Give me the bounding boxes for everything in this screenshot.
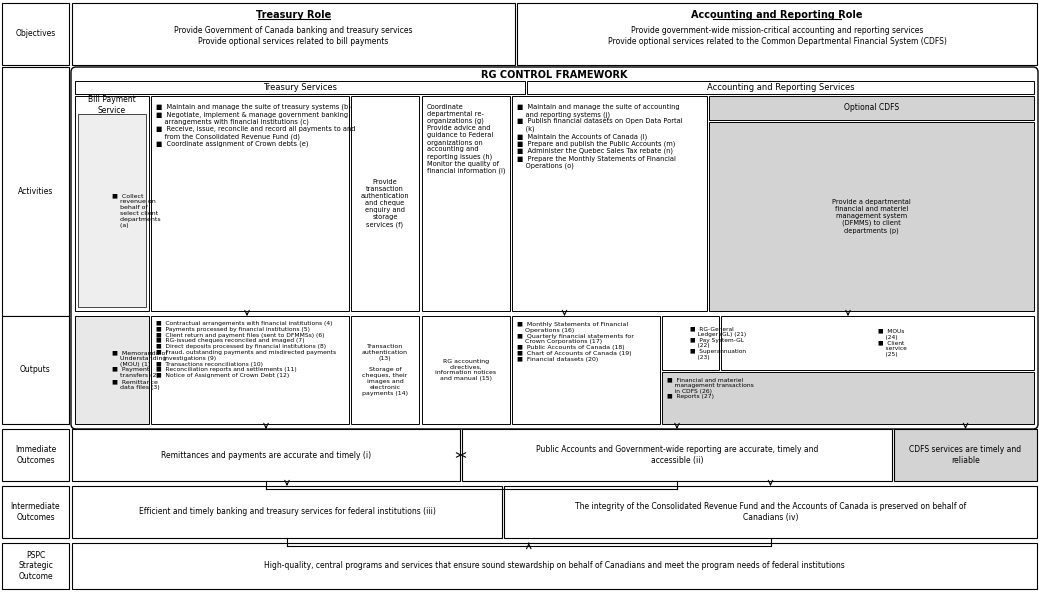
Text: Accounting and Reporting Role: Accounting and Reporting Role — [691, 10, 862, 20]
Bar — [78, 114, 146, 307]
Bar — [462, 429, 893, 481]
Text: ■  Financial and materiel
    management transactions
    in CDFS (26)
■  Report: ■ Financial and materiel management tran… — [667, 377, 753, 400]
Text: Treasury Services: Treasury Services — [263, 83, 337, 92]
Text: Transaction
authentication
(13)

Storage of
cheques, their
images and
electronic: Transaction authentication (13) Storage … — [362, 345, 408, 395]
Bar — [72, 486, 502, 538]
Bar — [2, 67, 69, 316]
Text: ■  Memoranda of
    Understanding
    (MOU) (1)
■  Payment
    transfers (2)
■  : ■ Memoranda of Understanding (MOU) (1) ■… — [112, 350, 167, 390]
Text: Treasury Role: Treasury Role — [256, 10, 331, 20]
Bar — [2, 486, 69, 538]
Bar — [527, 81, 1034, 94]
Text: Provide
transaction
authentication
and cheque
enquiry and
storage
services (f): Provide transaction authentication and c… — [361, 179, 409, 228]
Text: RG accounting
directives,
information notices
and manual (15): RG accounting directives, information no… — [435, 359, 497, 381]
Text: ■  RG-General
    Ledger (GL) (21)
■  Pay System-GL
    (22)
■  Superannuation
 : ■ RG-General Ledger (GL) (21) ■ Pay Syst… — [691, 326, 747, 360]
Text: ■  MOUs
    (24)
■  Client
    service
    (25): ■ MOUs (24) ■ Client service (25) — [878, 329, 906, 357]
Text: ■  Maintain and manage the suite of treasury systems (b)
■  Negotiate, implement: ■ Maintain and manage the suite of treas… — [156, 104, 355, 147]
Text: Activities: Activities — [18, 187, 53, 196]
Bar — [75, 81, 525, 94]
Bar — [75, 316, 149, 424]
Text: ■  Contractual arrangements with financial institutions (4)
■  Payments processe: ■ Contractual arrangements with financia… — [156, 321, 337, 378]
Text: High-quality, central programs and services that ensure sound stewardship on beh: High-quality, central programs and servi… — [264, 561, 845, 571]
Text: ■  Monthly Statements of Financial
    Operations (16)
■  Quarterly financial st: ■ Monthly Statements of Financial Operat… — [517, 322, 634, 362]
Bar — [894, 429, 1037, 481]
Bar — [2, 3, 69, 65]
Bar — [512, 316, 660, 424]
Text: Coordinate
departmental re-
organizations (g)
Provide advice and
guidance to Fed: Coordinate departmental re- organization… — [427, 104, 506, 175]
Text: Accounting and Reporting Services: Accounting and Reporting Services — [707, 83, 854, 92]
Text: Provide a departmental
financial and materiel
management system
(DFMMS) to clien: Provide a departmental financial and mat… — [832, 199, 911, 234]
Text: Immediate
Outcomes: Immediate Outcomes — [15, 445, 56, 465]
Bar — [2, 429, 69, 481]
Bar — [662, 316, 719, 370]
Text: RG CONTROL FRAMEWORK: RG CONTROL FRAMEWORK — [481, 70, 628, 80]
Text: Remittances and payments are accurate and timely (i): Remittances and payments are accurate an… — [161, 451, 371, 459]
Bar — [72, 429, 460, 481]
Text: ■  Collect
    revenue on
    behalf of
    select client
    departments
    (a: ■ Collect revenue on behalf of select cl… — [112, 194, 161, 227]
Bar — [504, 486, 1037, 538]
Bar — [721, 316, 1034, 370]
Bar — [2, 316, 69, 424]
Bar — [422, 316, 510, 424]
Bar — [709, 96, 1034, 120]
Bar — [517, 3, 1037, 65]
Bar — [75, 96, 149, 311]
Bar — [351, 316, 419, 424]
Bar — [662, 372, 1034, 424]
Text: Provide government-wide mission-critical accounting and reporting services
Provi: Provide government-wide mission-critical… — [608, 26, 947, 46]
Bar — [2, 543, 69, 589]
Bar — [512, 96, 707, 311]
Text: Intermediate
Outcomes: Intermediate Outcomes — [10, 502, 60, 522]
Text: ■  Maintain and manage the suite of accounting
    and reporting systems (j)
■  : ■ Maintain and manage the suite of accou… — [517, 104, 683, 169]
Text: Provide Government of Canada banking and treasury services
Provide optional serv: Provide Government of Canada banking and… — [175, 26, 412, 46]
Text: Efficient and timely banking and treasury services for federal institutions (iii: Efficient and timely banking and treasur… — [138, 507, 435, 516]
Bar — [422, 96, 510, 311]
Text: Outputs: Outputs — [20, 365, 51, 375]
Text: The integrity of the Consolidated Revenue Fund and the Accounts of Canada is pre: The integrity of the Consolidated Revenu… — [575, 502, 966, 522]
Bar — [72, 3, 515, 65]
Bar — [72, 543, 1037, 589]
Bar — [709, 122, 1034, 311]
Text: CDFS services are timely and
reliable: CDFS services are timely and reliable — [909, 445, 1021, 465]
Bar — [151, 96, 349, 311]
Text: Objectives: Objectives — [16, 30, 56, 38]
Text: PSPC
Strategic
Outcome: PSPC Strategic Outcome — [18, 551, 53, 581]
Text: Optional CDFS: Optional CDFS — [844, 104, 899, 112]
FancyBboxPatch shape — [71, 67, 1038, 429]
Text: Bill Payment
Service: Bill Payment Service — [88, 95, 136, 115]
Text: Public Accounts and Government-wide reporting are accurate, timely and
accessibl: Public Accounts and Government-wide repo… — [536, 445, 818, 465]
Bar — [351, 96, 419, 311]
Bar — [151, 316, 349, 424]
